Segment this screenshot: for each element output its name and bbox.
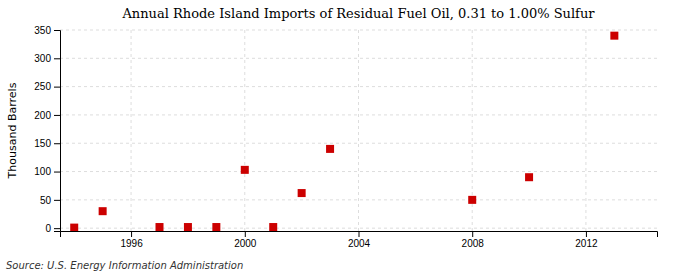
point (326, 145, 334, 153)
point (525, 173, 533, 181)
x-axis: 1996 2000 2004 2008 2012 (61, 231, 658, 249)
grid (60, 30, 657, 231)
y-axis-line (54, 31, 61, 232)
point (241, 166, 249, 174)
point (99, 207, 107, 215)
y-tick-mark (54, 58, 60, 59)
x-axis-line (61, 232, 658, 238)
y-tick: 350 (34, 25, 60, 36)
x-tick-mark (245, 231, 246, 237)
x-tick-label: 2012 (575, 238, 598, 249)
y-tick: 300 (34, 53, 60, 64)
y-tick-label: 200 (34, 110, 51, 121)
x-grid-line (244, 30, 245, 231)
x-tick-mark (131, 231, 132, 237)
y-tick-mark (54, 172, 60, 173)
y-tick-mark (54, 228, 60, 229)
y-tick-label: 100 (34, 166, 51, 177)
point (269, 223, 277, 231)
x-tick-label: 2004 (348, 238, 371, 249)
x-tick: 2008 (462, 231, 485, 249)
x-tick: 1996 (120, 231, 143, 249)
x-grid-line (358, 30, 359, 231)
chart: 1996 2000 2004 2008 2012 0 50 100 150 200 250 300 35… (0, 0, 675, 275)
y-grid-line (60, 171, 657, 172)
x-tick: 2000 (234, 231, 257, 249)
y-tick-mark (54, 30, 60, 31)
y-tick-label: 0 (45, 223, 51, 234)
x-grid-line (131, 30, 132, 231)
y-tick-mark (54, 87, 60, 88)
point (156, 223, 164, 231)
y-tick: 150 (34, 138, 60, 149)
x-tick-label: 2000 (234, 238, 257, 249)
y-axis-title: Thousand Barrels (6, 82, 19, 179)
y-tick: 200 (34, 110, 60, 121)
point (610, 32, 618, 40)
y-tick: 250 (34, 81, 60, 92)
point (70, 224, 78, 231)
y-grid-line (60, 58, 657, 59)
y-tick-label: 150 (34, 138, 51, 149)
source-note: Source: U.S. Energy Information Administ… (6, 260, 243, 271)
x-tick-label: 2008 (462, 238, 485, 249)
point (468, 196, 476, 204)
y-tick-label: 50 (40, 195, 52, 206)
y-grid-line (60, 143, 657, 144)
point (184, 223, 192, 231)
y-tick-mark (54, 143, 60, 144)
x-grid-line (585, 30, 586, 231)
y-tick: 0 (45, 223, 60, 234)
y-tick: 50 (40, 195, 60, 206)
points (70, 32, 618, 231)
y-tick-label: 250 (34, 81, 51, 92)
point (298, 189, 306, 197)
plot: 1996 2000 2004 2008 2012 0 50 100 150 200 250 300 35… (34, 25, 657, 249)
x-tick-mark (586, 231, 587, 237)
y-axis: 0 50 100 150 200 250 300 350 (34, 25, 60, 234)
y-tick-label: 350 (34, 25, 51, 36)
x-tick-label: 1996 (120, 238, 143, 249)
point (212, 223, 220, 231)
x-tick: 2004 (348, 231, 371, 249)
y-tick: 100 (34, 166, 60, 177)
y-tick-mark (54, 115, 60, 116)
x-tick-mark (472, 231, 473, 237)
y-tick-mark (54, 200, 60, 201)
x-tick: 2012 (575, 231, 598, 249)
title: Annual Rhode Island Imports of Residual … (121, 6, 595, 21)
y-tick-label: 300 (34, 53, 51, 64)
x-tick-mark (359, 231, 360, 237)
